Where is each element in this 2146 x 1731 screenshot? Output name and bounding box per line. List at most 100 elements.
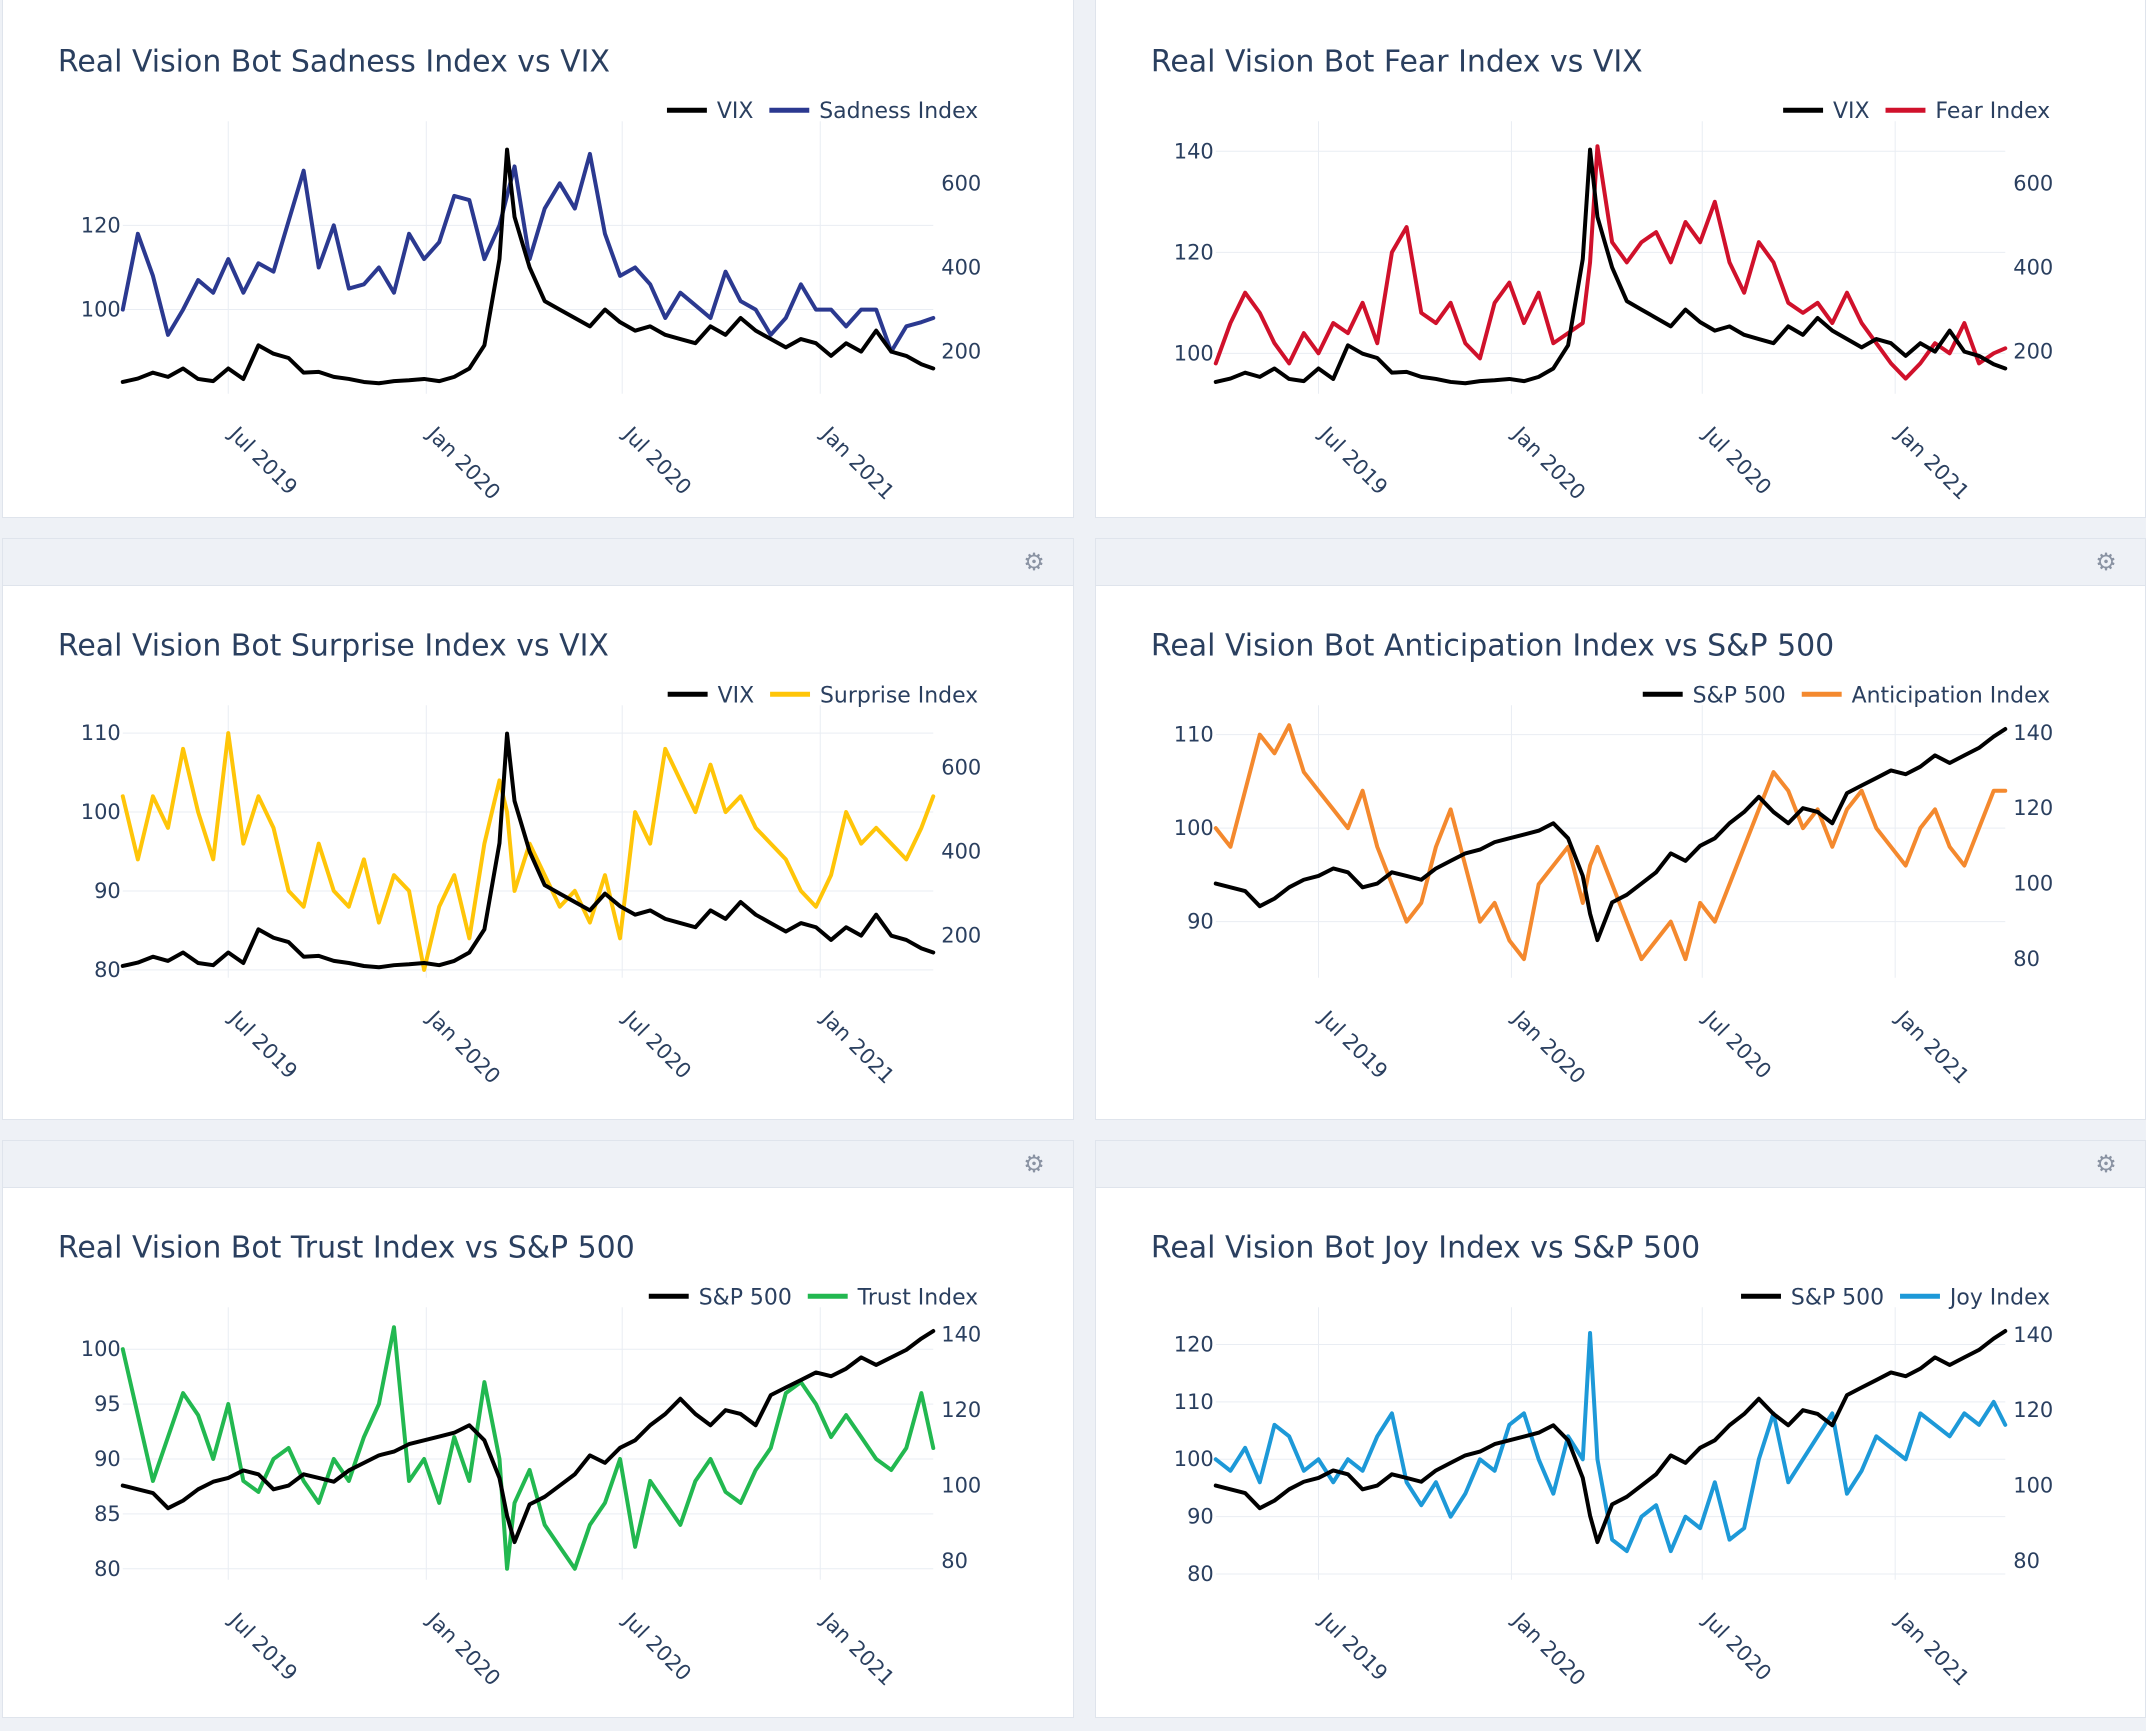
y-right-tick-label: 140	[2013, 721, 2053, 745]
legend-label[interactable]: S&P 500	[1791, 1285, 1884, 1310]
y-right-tick-label: 120	[2013, 1398, 2053, 1422]
gear-icon[interactable]: ⚙	[2095, 548, 2117, 576]
y-right-tick-label: 80	[941, 1549, 968, 1573]
legend-label[interactable]: S&P 500	[699, 1285, 792, 1310]
chart-title: Real Vision Bot Joy Index vs S&P 500	[1151, 1230, 1700, 1265]
x-tick-label: Jul 2019	[223, 1005, 302, 1084]
series-line-s-p-500[interactable]	[120, 1329, 936, 1545]
chart-panel: ⚙ Real Vision Bot Anticipation Index vs S…	[1095, 538, 2146, 1120]
chart-svg: Real Vision Bot Surprise Index vs VIX Sur…	[58, 628, 981, 1089]
series-line-vix[interactable]	[120, 731, 936, 970]
y-left-tick-label: 110	[1174, 1390, 1214, 1414]
legend-label[interactable]: Surprise Index	[820, 683, 978, 708]
chart-panel: ⚙ Real Vision Bot Surprise Index vs VIX Su…	[2, 538, 1074, 1120]
gear-icon[interactable]: ⚙	[2095, 1150, 2117, 1178]
chart-title: Real Vision Bot Sadness Index vs VIX	[58, 44, 610, 79]
x-tick-label: Jan 2021	[1890, 421, 1974, 505]
y-right-tick-label: 400	[2013, 255, 2053, 279]
y-right-tick-label: 140	[2013, 1323, 2053, 1347]
x-tick-label: Jul 2019	[1314, 1005, 1393, 1084]
x-tick-label: Jul 2020	[1697, 1607, 1776, 1686]
x-tick-label: Jan 2021	[815, 1607, 899, 1691]
series-line-sadness-index[interactable]	[120, 151, 936, 354]
y-left-tick-label: 100	[1174, 816, 1214, 840]
x-tick-label: Jul 2019	[223, 421, 302, 500]
x-tick-label: Jul 2020	[1697, 421, 1776, 500]
chart-panel: ⚙ Real Vision Bot Joy Index vs S&P 500 Joy…	[1095, 1140, 2146, 1718]
series-line-s-p-500[interactable]	[1213, 727, 2008, 943]
y-left-tick-label: 120	[1174, 1332, 1214, 1356]
legend: Sadness Index VIX	[666, 99, 978, 124]
y-right-tick-label: 600	[941, 755, 981, 779]
y-right-tick-label: 200	[941, 924, 981, 948]
y-left-tick-label: 110	[81, 721, 121, 745]
y-left-tick-label: 80	[1187, 1562, 1214, 1586]
y-left-tick-label: 100	[1174, 341, 1214, 365]
chart-title: Real Vision Bot Fear Index vs VIX	[1151, 44, 1643, 79]
chart-title: Real Vision Bot Anticipation Index vs S&…	[1151, 628, 1834, 663]
legend-label[interactable]: Trust Index	[857, 1285, 979, 1310]
y-left-tick-label: 95	[94, 1392, 121, 1416]
x-tick-label: Jul 2019	[1314, 421, 1393, 500]
series-line-joy-index[interactable]	[1213, 1331, 2008, 1554]
legend: Joy Index S&P 500	[1741, 1285, 2050, 1310]
series-line-vix[interactable]	[120, 147, 936, 386]
y-left-tick-label: 80	[94, 958, 121, 982]
gear-icon[interactable]: ⚙	[1023, 1150, 1045, 1178]
y-right-tick-label: 140	[941, 1323, 981, 1347]
chart-svg: Real Vision Bot Trust Index vs S&P 500 Tr…	[58, 1230, 981, 1691]
legend-label[interactable]: S&P 500	[1693, 683, 1786, 708]
legend-label[interactable]: Sadness Index	[819, 99, 978, 124]
y-left-tick-label: 90	[94, 879, 121, 903]
chart-svg: Real Vision Bot Joy Index vs S&P 500 Joy …	[1151, 1230, 2053, 1691]
x-tick-label: Jan 2020	[1506, 421, 1590, 505]
x-tick-label: Jan 2020	[1506, 1005, 1590, 1089]
x-tick-label: Jan 2020	[1506, 1607, 1590, 1691]
gear-icon[interactable]: ⚙	[1023, 548, 1045, 576]
legend: Anticipation Index S&P 500	[1642, 683, 2051, 708]
series-line-surprise-index[interactable]	[120, 731, 936, 972]
x-tick-label: Jan 2020	[421, 1607, 505, 1691]
panel-header: ⚙	[3, 539, 1073, 586]
y-left-tick-label: 100	[81, 800, 121, 824]
legend-label[interactable]: VIX	[1833, 99, 1870, 124]
legend: Surprise Index VIX	[667, 683, 978, 708]
y-left-tick-label: 100	[81, 1337, 121, 1361]
y-right-tick-label: 80	[2013, 947, 2040, 971]
y-right-tick-label: 200	[941, 340, 981, 364]
x-tick-label: Jan 2020	[421, 1005, 505, 1089]
y-left-tick-label: 140	[1174, 139, 1214, 163]
legend-label[interactable]: VIX	[717, 99, 754, 124]
y-right-tick-label: 120	[2013, 796, 2053, 820]
panel-header: ⚙	[1096, 1141, 2145, 1188]
y-right-tick-label: 600	[941, 171, 981, 195]
legend-label[interactable]: Anticipation Index	[1852, 683, 2051, 708]
panel-header: ⚙	[1096, 539, 2145, 586]
series-line-trust-index[interactable]	[120, 1325, 936, 1571]
legend: Trust Index S&P 500	[648, 1285, 979, 1310]
chart-title: Real Vision Bot Surprise Index vs VIX	[58, 628, 609, 663]
x-tick-label: Jul 2020	[1697, 1005, 1776, 1084]
y-right-tick-label: 400	[941, 255, 981, 279]
legend-label[interactable]: VIX	[718, 683, 755, 708]
y-left-tick-label: 120	[1174, 240, 1214, 264]
x-tick-label: Jul 2019	[1314, 1607, 1393, 1686]
y-left-tick-label: 110	[1174, 723, 1214, 747]
series-line-vix[interactable]	[1213, 147, 2008, 386]
y-right-tick-label: 100	[941, 1474, 981, 1498]
x-tick-label: Jul 2019	[223, 1607, 302, 1686]
y-right-tick-label: 120	[941, 1398, 981, 1422]
x-tick-label: Jan 2020	[421, 421, 505, 505]
y-right-tick-label: 80	[2013, 1549, 2040, 1573]
x-tick-label: Jul 2020	[617, 421, 696, 500]
legend-label[interactable]: Joy Index	[1948, 1285, 2050, 1310]
x-tick-label: Jan 2021	[815, 421, 899, 505]
series-line-s-p-500[interactable]	[1213, 1329, 2008, 1545]
series-line-anticipation-index[interactable]	[1213, 723, 2008, 962]
legend: Fear Index VIX	[1783, 99, 2050, 124]
panel-header: ⚙	[3, 1141, 1073, 1188]
legend-label[interactable]: Fear Index	[1935, 99, 2050, 124]
chart-panel: Real Vision Bot Sadness Index vs VIX Sadn…	[2, 0, 1074, 518]
chart-svg: Real Vision Bot Anticipation Index vs S&…	[1151, 628, 2053, 1089]
x-tick-label: Jan 2021	[1890, 1005, 1974, 1089]
